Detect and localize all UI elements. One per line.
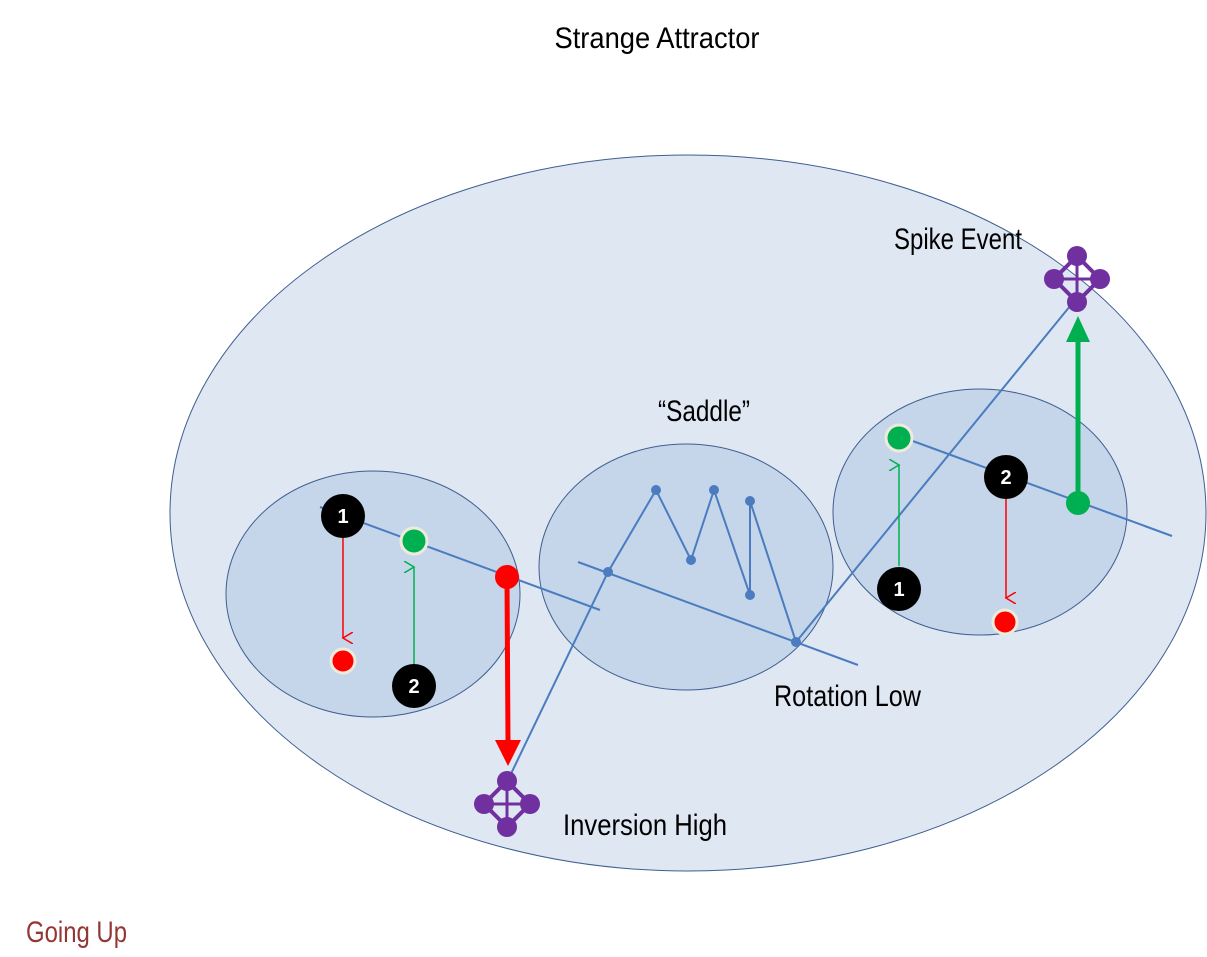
svg-text:2: 2 [408, 676, 419, 698]
svg-text:1: 1 [893, 579, 904, 601]
going-up-label: Going Up [26, 916, 127, 949]
trajectory-point [791, 637, 801, 647]
spike-arrowhead [1066, 316, 1090, 342]
red-dot [329, 647, 357, 675]
right-trend-line [909, 439, 1173, 537]
svg-text:2: 2 [1000, 467, 1011, 489]
rotation-low-label: Rotation Low [774, 680, 921, 713]
left-trend-line [319, 506, 601, 611]
trajectory-point [603, 567, 613, 577]
green-dot [399, 526, 429, 556]
left-basin [225, 470, 521, 718]
trajectory-point [745, 590, 755, 600]
network-node-icon [474, 771, 540, 837]
saddle-basin [538, 443, 834, 691]
inversion-arrow [504, 579, 511, 743]
inversion-high-label: Inversion High [563, 809, 727, 842]
trajectory-points [603, 485, 801, 647]
red-dot [495, 565, 519, 589]
spike-event-label: Spike Event [894, 223, 1023, 256]
middle-trend-line [577, 561, 859, 666]
marker-1-right: 1 [877, 567, 921, 611]
network-node-icon [1044, 246, 1110, 312]
trajectory-point [745, 496, 755, 506]
marker-2-right: 2 [984, 455, 1028, 499]
saddle-label: “Saddle” [658, 395, 750, 428]
marker-1-left: 1 [321, 494, 365, 538]
green-dot [884, 423, 914, 453]
trajectory-point [686, 555, 696, 565]
trajectory-point [709, 485, 719, 495]
svg-text:1: 1 [337, 506, 348, 528]
inversion-arrowhead [495, 740, 521, 766]
trajectory-point [651, 485, 661, 495]
diagram-title: Strange Attractor [555, 22, 760, 55]
green-dot [1066, 491, 1090, 515]
red-dot [991, 608, 1019, 636]
marker-2-left: 2 [392, 664, 436, 708]
